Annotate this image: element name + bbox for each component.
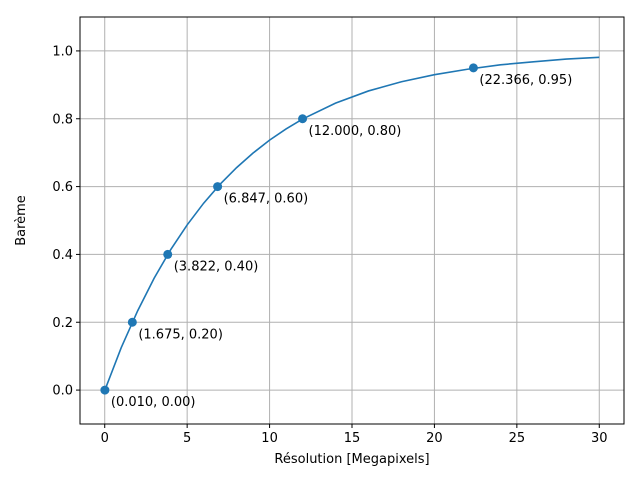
data-point [127, 317, 137, 327]
curve-layer [104, 56, 600, 391]
x-tick-label: 10 [261, 431, 278, 446]
y-tick-label: 0.4 [52, 248, 73, 263]
point-annotation: (12.000, 0.80) [309, 124, 402, 139]
point-annotation: (1.675, 0.20) [138, 327, 223, 342]
x-tick-label: 30 [591, 431, 608, 446]
data-point [213, 182, 223, 192]
y-tick-label: 0.6 [52, 180, 73, 195]
point-annotation: (3.822, 0.40) [174, 259, 259, 274]
point-annotation: (0.010, 0.00) [111, 395, 196, 410]
x-tick-label: 5 [183, 431, 191, 446]
y-tick-label: 0.2 [52, 316, 73, 331]
ticks: 0 5 10 15 20 25 30 0.0 0.2 0.4 0.6 0.8 1.0 [52, 44, 607, 446]
x-tick-label: 20 [426, 431, 443, 446]
data-point [163, 249, 173, 259]
y-tick-label: 1.0 [52, 44, 73, 59]
point-annotation: (6.847, 0.60) [224, 192, 309, 207]
annotations: (0.010, 0.00) (1.675, 0.20) (3.822, 0.40) (… [111, 73, 572, 410]
data-point [100, 385, 110, 395]
x-tick-label: 0 [101, 431, 109, 446]
series-line [104, 56, 600, 391]
data-point [298, 114, 308, 124]
data-point [468, 63, 478, 73]
points-layer [100, 63, 478, 395]
y-axis-label: Barème [14, 195, 29, 246]
y-tick-label: 0.0 [52, 384, 73, 399]
x-axis-label: Résolution [Megapixels] [274, 452, 429, 467]
grid [80, 17, 624, 424]
x-tick-label: 15 [344, 431, 361, 446]
x-tick-label: 25 [509, 431, 526, 446]
point-annotation: (22.366, 0.95) [479, 73, 572, 88]
y-tick-label: 0.8 [52, 112, 73, 127]
